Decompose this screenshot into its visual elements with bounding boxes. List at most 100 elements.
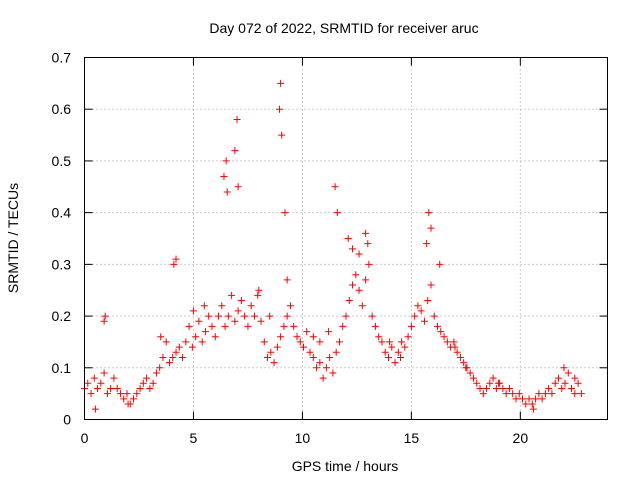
y-tick-label: 0.6 (52, 101, 72, 117)
y-axis-label: SRMTID / TECUs (5, 183, 21, 293)
data-point (90, 374, 98, 382)
data-point (280, 322, 288, 330)
data-point (255, 286, 263, 294)
data-point (281, 209, 289, 217)
data-point (270, 359, 278, 367)
data-point (123, 390, 131, 398)
data-point (404, 333, 412, 341)
data-point (84, 379, 92, 387)
data-point (386, 338, 394, 346)
x-tick-label: 10 (295, 430, 311, 446)
data-point (525, 395, 533, 403)
data-point (554, 374, 562, 382)
data-point (443, 338, 451, 346)
data-point (228, 291, 236, 299)
data-point (515, 390, 523, 398)
data-point (548, 390, 556, 398)
data-point (479, 390, 487, 398)
data-point (110, 374, 118, 382)
data-point (247, 302, 255, 310)
data-point (345, 297, 353, 305)
data-point (529, 405, 537, 413)
data-point (574, 379, 582, 387)
x-tick-label: 0 (81, 430, 89, 446)
data-point (198, 338, 206, 346)
data-point (277, 333, 285, 341)
data-point (133, 390, 141, 398)
data-point (364, 240, 372, 248)
data-point (437, 328, 445, 336)
data-point (414, 302, 422, 310)
data-point (568, 384, 576, 392)
data-point (156, 364, 164, 372)
data-point (368, 312, 376, 320)
data-point (101, 312, 109, 320)
data-point (466, 369, 474, 377)
data-point (355, 250, 363, 258)
data-point (278, 131, 286, 139)
data-point (200, 302, 208, 310)
data-point (316, 338, 324, 346)
data-point (296, 338, 304, 346)
data-point (396, 353, 404, 361)
data-point (313, 364, 321, 372)
data-point (322, 364, 330, 372)
y-tick-label: 0.3 (52, 256, 72, 272)
data-point (276, 105, 284, 113)
data-point (303, 328, 311, 336)
data-point (267, 348, 275, 356)
data-point (201, 328, 209, 336)
data-point (237, 297, 245, 305)
data-point (273, 343, 281, 351)
data-point (124, 400, 132, 408)
data-point (188, 343, 196, 351)
data-point (362, 229, 370, 237)
data-point (266, 312, 274, 320)
data-point (486, 379, 494, 387)
data-point (103, 390, 111, 398)
data-point (116, 390, 124, 398)
data-point (535, 390, 543, 398)
data-point (162, 338, 170, 346)
data-point (541, 390, 549, 398)
chart-title: Day 072 of 2022, SRMTID for receiver aru… (209, 20, 478, 36)
data-point (97, 379, 105, 387)
data-point (224, 312, 232, 320)
data-point (170, 260, 178, 268)
data-point (381, 348, 389, 356)
data-point (424, 297, 432, 305)
x-tick-label: 20 (513, 430, 529, 446)
data-point (333, 209, 341, 217)
data-point (189, 307, 197, 315)
data-point (489, 374, 497, 382)
grid-lines (84, 57, 608, 420)
data-point (532, 395, 540, 403)
data-point (185, 322, 193, 330)
data-point (401, 343, 409, 351)
data-point (509, 390, 517, 398)
data-point (325, 328, 333, 336)
data-point (495, 379, 503, 387)
data-point (339, 322, 347, 330)
data-point (384, 353, 392, 361)
data-point (136, 384, 144, 392)
data-point (94, 384, 102, 392)
data-point (430, 312, 438, 320)
data-point (120, 395, 128, 403)
data-point (215, 312, 223, 320)
data-point (91, 405, 99, 413)
data-point (332, 348, 340, 356)
data-point (241, 312, 249, 320)
data-point (440, 333, 448, 341)
data-point (100, 317, 108, 325)
data-point (319, 374, 327, 382)
data-point (427, 224, 435, 232)
data-point (146, 384, 154, 392)
data-point (407, 322, 415, 330)
data-point (107, 384, 115, 392)
x-tick-label: 5 (190, 430, 198, 446)
data-point (560, 364, 568, 372)
axis-ticks (84, 57, 608, 420)
data-point (473, 379, 481, 387)
data-point (222, 157, 230, 165)
